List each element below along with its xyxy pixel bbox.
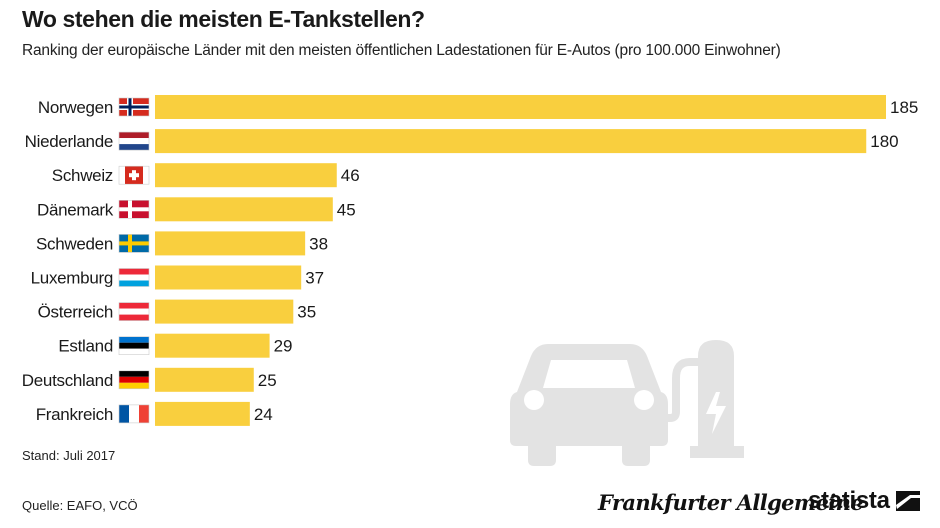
bar [155, 197, 333, 222]
value-label: 24 [254, 405, 273, 424]
charging-station-icon [690, 340, 744, 458]
value-label: 35 [297, 303, 316, 322]
value-label: 180 [870, 132, 898, 151]
flag-france-icon [118, 404, 150, 424]
faz-logo: Frankfurter Allgemeine [598, 490, 864, 515]
bar [155, 401, 250, 426]
flag-luxembourg-icon [118, 268, 150, 287]
category-label: Deutschland [22, 371, 113, 390]
flag-estonia-icon [118, 336, 150, 356]
charging-cable [660, 358, 702, 422]
bar [155, 367, 254, 392]
value-label: 37 [305, 269, 324, 288]
bar [155, 129, 867, 154]
bar [155, 95, 886, 119]
category-label: Niederlande [25, 132, 113, 151]
value-label: 185 [890, 98, 918, 117]
value-label: 38 [309, 234, 328, 253]
car-icon [510, 344, 668, 466]
category-label: Schweden [36, 234, 113, 253]
date-note: Stand: Juli 2017 [22, 448, 116, 463]
flag-austria-icon [118, 302, 150, 321]
value-label: 25 [258, 371, 277, 390]
statista-mark-icon [896, 491, 920, 511]
bar [155, 299, 294, 324]
source-note: Quelle: EAFO, VCÖ [22, 498, 138, 513]
value-label: 46 [341, 166, 360, 185]
car-charger-illustration [510, 340, 744, 466]
bar [155, 163, 337, 188]
bar [155, 333, 270, 358]
flag-sweden-icon [118, 234, 150, 253]
bar [155, 231, 306, 256]
category-label: Frankreich [36, 405, 113, 424]
category-label: Österreich [38, 303, 113, 322]
category-label: Schweiz [52, 166, 113, 185]
category-label: Dänemark [37, 200, 114, 219]
flag-netherlands-icon [118, 131, 150, 151]
chart-title: Wo stehen die meisten E-Tankstellen? [22, 6, 425, 32]
value-label: 29 [274, 337, 293, 356]
flag-switzerland-icon [118, 165, 150, 185]
value-label: 45 [337, 200, 356, 219]
flag-denmark-icon [118, 200, 150, 219]
bar [155, 265, 302, 290]
category-label: Estland [58, 337, 113, 356]
flag-germany-icon [118, 370, 150, 390]
category-label: Luxemburg [31, 269, 113, 288]
statista-logo: statista [808, 487, 890, 514]
chart-subtitle: Ranking der europäische Länder mit den m… [22, 42, 781, 59]
category-label: Norwegen [38, 98, 113, 117]
flag-norway-icon [118, 97, 150, 117]
